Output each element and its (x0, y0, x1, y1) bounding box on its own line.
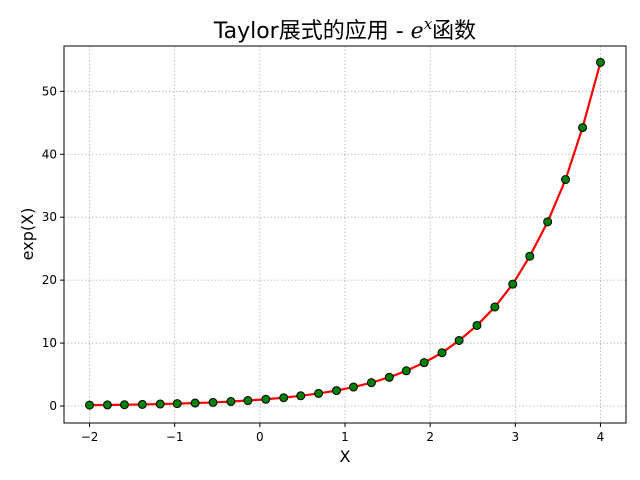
data-point (419, 358, 429, 368)
data-point (472, 320, 482, 330)
x-axis-label: X (340, 447, 351, 466)
data-point (401, 366, 411, 376)
x-tick-label: −1 (166, 430, 184, 444)
y-tick-label: 40 (42, 147, 57, 161)
x-tick-label: 0 (256, 430, 264, 444)
data-point (578, 123, 588, 133)
series-layer (85, 57, 605, 410)
y-tick-label: 20 (42, 273, 57, 287)
chart-title: Taylor展式的应用 - ex函数 (213, 15, 476, 44)
data-point (279, 393, 289, 403)
data-point (226, 397, 236, 407)
y-tick-label: 50 (42, 84, 57, 98)
data-point (190, 398, 200, 408)
data-point (155, 399, 165, 409)
data-point (85, 400, 95, 410)
data-point (243, 396, 253, 406)
data-point (119, 400, 129, 410)
y-tick-label: 30 (42, 210, 57, 224)
data-point (490, 302, 500, 312)
data-point (208, 397, 218, 407)
data-point (454, 335, 464, 345)
x-tick-label: 2 (426, 430, 434, 444)
x-tick-label: 3 (511, 430, 519, 444)
data-point (349, 382, 359, 392)
data-point (261, 394, 271, 404)
y-axis-label: exp(X) (18, 208, 37, 261)
data-point (172, 399, 182, 409)
data-point (366, 378, 376, 388)
x-tick-label: 1 (341, 430, 349, 444)
data-point (543, 217, 553, 227)
x-tick-label: 4 (597, 430, 605, 444)
y-tick-label: 10 (42, 336, 57, 350)
x-tick-label: −2 (81, 430, 99, 444)
grid-layer (64, 46, 626, 423)
data-point (595, 57, 605, 67)
data-point (384, 372, 394, 382)
data-point (314, 388, 324, 398)
data-point (525, 251, 535, 261)
data-point (437, 348, 447, 358)
data-point (296, 391, 306, 401)
data-point (561, 175, 571, 185)
y-tick-label: 0 (49, 399, 57, 413)
data-point (508, 279, 518, 289)
data-point (331, 386, 341, 396)
data-point (137, 399, 147, 409)
data-point (102, 400, 112, 410)
